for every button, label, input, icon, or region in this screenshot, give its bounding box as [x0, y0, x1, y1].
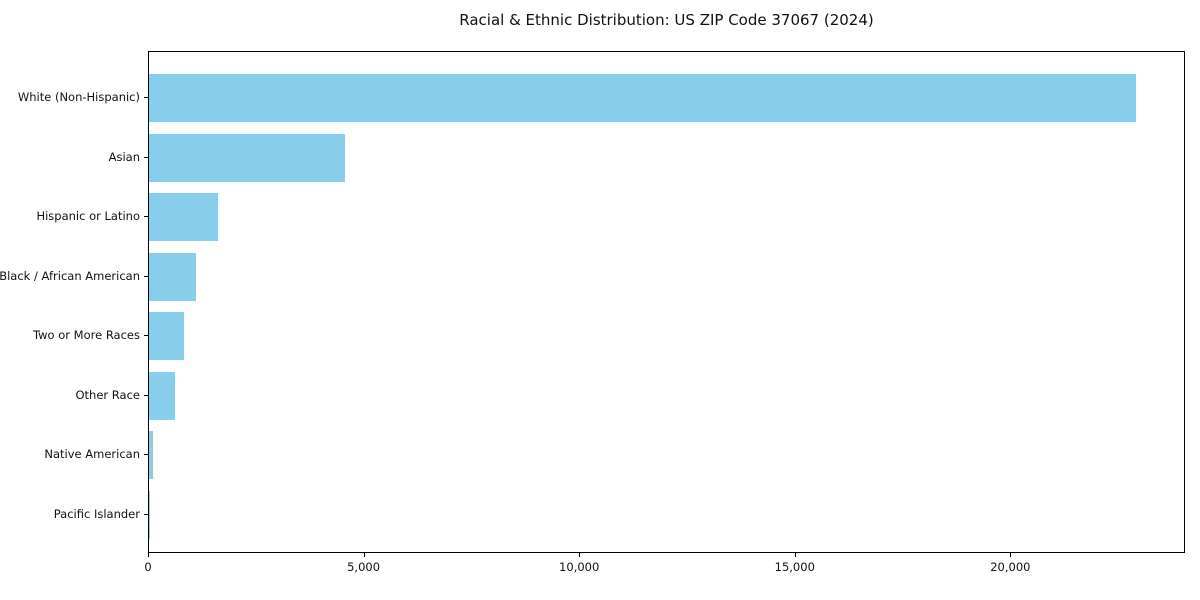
y-tick-mark [144, 454, 148, 456]
bar-native-american [149, 431, 154, 480]
x-tick-mark [363, 553, 365, 557]
bar-asian [149, 133, 346, 182]
y-tick-label-hispanic-or-latino: Hispanic or Latino [36, 209, 140, 224]
y-tick-label-white-non-hispanic: White (Non-Hispanic) [17, 90, 140, 104]
y-tick-mark [144, 216, 148, 218]
y-tick-mark [144, 97, 148, 98]
y-tick-mark [144, 275, 148, 277]
y-tick-mark [144, 513, 148, 515]
y-tick-label-asian: Asian [108, 149, 140, 164]
bar-white-non-hispanic [149, 74, 1137, 122]
chart-title: Racial & Ethnic Distribution: US ZIP Cod… [459, 11, 874, 29]
x-tick-label-0: 0 [144, 560, 152, 574]
y-tick-label-pacific-islander: Pacific Islander [53, 506, 140, 521]
x-tick-mark [794, 553, 796, 557]
y-tick-mark [144, 335, 148, 337]
x-tick-mark [579, 553, 581, 557]
y-tick-label-black-african-american: Black / African American [0, 268, 140, 283]
y-tick-label-native-american: Native American [44, 447, 140, 462]
bar-other-race [149, 371, 176, 420]
y-tick-mark [144, 394, 148, 396]
x-tick-mark [148, 553, 149, 557]
y-tick-label-two-or-more-races: Two or More Races [33, 328, 140, 343]
bar-black-african-american [149, 252, 196, 301]
bar-hispanic-or-latino [149, 193, 219, 242]
y-tick-mark [144, 156, 148, 158]
bar-pacific-islander [149, 490, 150, 539]
x-tick-label-5000: 5,000 [347, 560, 381, 574]
x-tick-mark [1010, 553, 1012, 557]
x-tick-label-15000: 15,000 [774, 560, 815, 574]
x-tick-label-10000: 10,000 [559, 560, 600, 574]
plot-area [148, 51, 1185, 553]
x-tick-label-20000: 20,000 [990, 560, 1031, 574]
bar-two-or-more-races [149, 312, 185, 361]
y-tick-label-other-race: Other Race [75, 387, 141, 402]
